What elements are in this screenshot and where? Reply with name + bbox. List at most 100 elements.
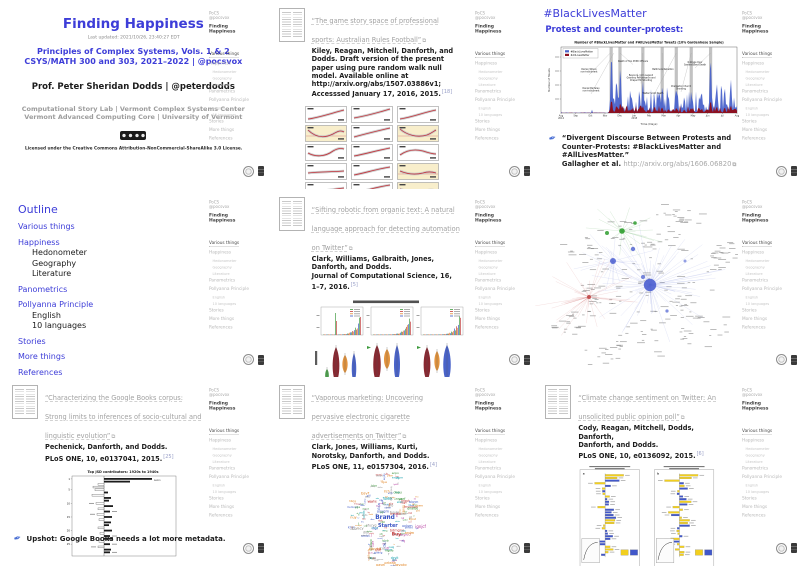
sidebar-item-more-things[interactable]: More things [208,504,234,510]
sidebar-item-hedonometer[interactable]: Hedonometer [212,258,237,263]
sidebar-item-literature[interactable]: Literature [478,83,496,87]
outline-item-stories[interactable]: Stories [18,336,46,346]
sidebar-item-pollyanna-principle[interactable]: Pollyanna Principle [475,97,516,103]
sidebar-item-more-things[interactable]: More things [208,127,234,133]
reference-title-link[interactable]: “Sifting robotic from organic text: A na… [311,205,460,252]
sidebar-item-hedonometer[interactable]: Hedonometer [745,70,770,74]
sidebar-item-happiness[interactable]: Happiness [741,249,765,255]
sidebar-item-more-things[interactable]: More things [741,127,768,133]
sidebar-item-more-things[interactable]: More things [475,127,501,133]
sidebar-item-various-things[interactable]: Various things [475,428,506,435]
sidebar-item-references[interactable]: References [741,324,766,330]
sidebar-item-english[interactable]: English [745,106,759,111]
sidebar-item-panometrics[interactable]: Panometrics [741,89,769,94]
sidebar-item-happiness[interactable]: Happiness [741,61,765,66]
sidebar-item-hedonometer[interactable]: Hedonometer [745,447,770,452]
citation-marker[interactable]: [25] [163,453,174,460]
sidebar-item-happiness[interactable]: Happiness [208,61,231,66]
sidebar-item-references[interactable]: References [208,136,233,141]
sidebar-item-hedonometer[interactable]: Hedonometer [212,447,237,452]
sidebar-item-references[interactable]: References [208,324,233,330]
sidebar-item-more-things[interactable]: More things [741,504,768,510]
sidebar-item-stories[interactable]: Stories [208,496,224,502]
sidebar-item-stories[interactable]: Stories [208,307,224,313]
paper-thumbnail[interactable] [12,385,38,420]
sidebar-item-literature[interactable]: Literature [478,460,496,465]
sidebar-item-stories[interactable]: Stories [741,119,757,124]
outline-item-panometrics[interactable]: Panometrics [18,284,68,294]
sidebar-item-panometrics[interactable]: Panometrics [475,89,502,94]
sidebar-item-various-things[interactable]: Various things [741,240,773,247]
sidebar-item-panometrics[interactable]: Panometrics [208,277,235,283]
sidebar-item-english[interactable]: English [212,483,225,488]
sidebar-item-pollyanna-principle[interactable]: Pollyanna Principle [741,474,782,480]
sidebar-item-english[interactable]: English [478,295,492,300]
sidebar-item-geography[interactable]: Geography [478,76,499,81]
sidebar-item-english[interactable]: English [212,295,225,300]
sidebar-item-panometrics[interactable]: Panometrics [741,277,769,283]
sidebar-item-various-things[interactable]: Various things [208,428,239,435]
cc-license-badge[interactable] [120,131,147,140]
sidebar-item-various-things[interactable]: Various things [475,51,506,58]
sidebar-item-hedonometer[interactable]: Hedonometer [745,258,770,263]
citation-marker[interactable]: [18] [441,89,453,96]
sidebar-item-10-languages[interactable]: 10 languages [745,490,770,495]
sidebar-item-literature[interactable]: Literature [212,271,230,276]
sidebar-item-references[interactable]: References [741,136,766,141]
citation-marker[interactable]: [5] [350,281,358,288]
sidebar-item-happiness[interactable]: Happiness [741,438,765,444]
sidebar-item-panometrics[interactable]: Panometrics [475,277,502,283]
sidebar-item-stories[interactable]: Stories [741,307,757,313]
sidebar-item-10-languages[interactable]: 10 languages [478,113,503,117]
paper-thumbnail[interactable] [278,385,305,420]
sidebar-item-literature[interactable]: Literature [745,271,763,276]
sidebar-item-10-languages[interactable]: 10 languages [478,301,503,306]
paper-thumbnail[interactable] [278,196,305,231]
sidebar-item-stories[interactable]: Stories [475,119,491,124]
sidebar-item-stories[interactable]: Stories [208,119,224,124]
arxiv-link[interactable]: http://arxiv.org/abs/1606.06820 [623,159,732,168]
outline-item-happiness[interactable]: Happiness [18,237,60,247]
sidebar-item-more-things[interactable]: More things [208,316,234,322]
outline-item-literature[interactable]: Literature [32,269,72,279]
reference-title-link[interactable]: “Climate change sentiment on Twitter: An… [578,394,717,422]
sidebar-item-references[interactable]: References [475,136,499,141]
sidebar-item-stories[interactable]: Stories [475,496,491,502]
sidebar-item-10-languages[interactable]: 10 languages [212,490,236,495]
sidebar-item-geography[interactable]: Geography [478,453,499,458]
citation-marker[interactable]: [6] [696,451,704,458]
outline-item-english[interactable]: English [32,310,61,320]
reference-title-link[interactable]: “Characterizing the Google Books corpus:… [45,394,202,441]
sidebar-item-10-languages[interactable]: 10 languages [212,113,236,117]
sidebar-item-stories[interactable]: Stories [475,307,491,313]
sidebar-item-geography[interactable]: Geography [212,453,232,458]
sidebar-item-panometrics[interactable]: Panometrics [741,466,769,472]
sidebar-item-literature[interactable]: Literature [478,271,496,276]
sidebar-item-various-things[interactable]: Various things [741,51,773,58]
sidebar-item-pollyanna-principle[interactable]: Pollyanna Principle [475,474,516,480]
sidebar-item-references[interactable]: References [475,513,499,519]
outline-item-references[interactable]: References [18,367,63,377]
sidebar-item-english[interactable]: English [478,106,492,111]
sidebar-item-pollyanna-principle[interactable]: Pollyanna Principle [741,286,782,292]
sidebar-item-10-languages[interactable]: 10 languages [745,113,770,117]
sidebar-item-10-languages[interactable]: 10 languages [478,490,503,495]
sidebar-item-various-things[interactable]: Various things [208,240,239,247]
sidebar-item-pollyanna-principle[interactable]: Pollyanna Principle [475,286,516,292]
outline-item-more-things[interactable]: More things [18,352,66,362]
sidebar-item-geography[interactable]: Geography [478,265,499,270]
sidebar-item-hedonometer[interactable]: Hedonometer [478,258,503,263]
paper-thumbnail[interactable] [278,8,305,42]
sidebar-item-happiness[interactable]: Happiness [475,438,498,444]
outline-item-various-things[interactable]: Various things [18,222,75,232]
outline-item-hedonometer[interactable]: Hedonometer [32,248,87,258]
outline-item-geography[interactable]: Geography [32,258,77,268]
reference-title-link[interactable]: “Vaporous marketing: Uncovering pervasiv… [311,394,424,441]
sidebar-item-10-languages[interactable]: 10 languages [212,301,236,306]
sidebar-item-pollyanna-principle[interactable]: Pollyanna Principle [741,97,782,103]
sidebar-item-hedonometer[interactable]: Hedonometer [478,447,503,452]
sidebar-item-10-languages[interactable]: 10 languages [745,301,770,306]
sidebar-item-pollyanna-principle[interactable]: Pollyanna Principle [208,97,249,103]
sidebar-item-more-things[interactable]: More things [741,316,768,322]
sidebar-item-stories[interactable]: Stories [741,496,757,502]
